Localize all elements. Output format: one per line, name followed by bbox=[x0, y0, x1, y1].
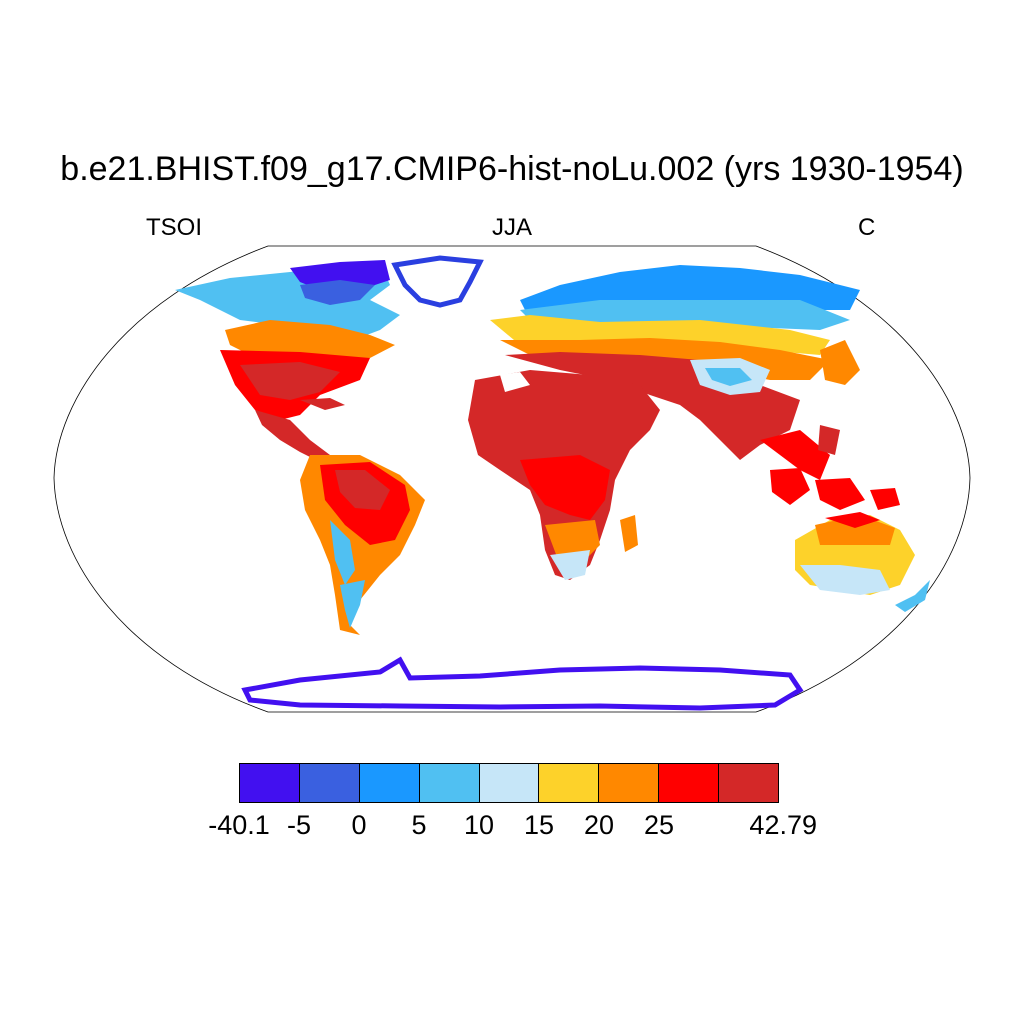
colorbar-tick-label: -40.1 bbox=[208, 810, 270, 840]
colorbar-box bbox=[598, 763, 660, 803]
colorbar-box bbox=[478, 763, 540, 803]
north-america-region bbox=[175, 260, 400, 462]
colorbar-box bbox=[358, 763, 420, 803]
greenland-region bbox=[391, 255, 484, 308]
colorbar-box bbox=[718, 763, 780, 803]
colorbar-tick-label: 42.79 bbox=[749, 810, 817, 840]
colorbar-box bbox=[538, 763, 600, 803]
australia-region bbox=[795, 512, 915, 595]
africa-region bbox=[468, 370, 660, 580]
colorbar-tick-label: 15 bbox=[523, 810, 555, 840]
southeast-asia-islands bbox=[770, 425, 900, 510]
plot-title: b.e21.BHIST.f09_g17.CMIP6-hist-noLu.002 … bbox=[60, 150, 964, 188]
colorbar-box bbox=[658, 763, 720, 803]
colorbar-tick-label: 25 bbox=[643, 810, 675, 840]
new-zealand-region bbox=[895, 580, 930, 612]
colorbar-box bbox=[298, 763, 360, 803]
colorbar-box bbox=[418, 763, 480, 803]
colorbar-tick-label: 5 bbox=[411, 810, 427, 840]
colorbar-tick-label: 10 bbox=[463, 810, 495, 840]
colorbar-box bbox=[239, 763, 300, 803]
colorbar bbox=[239, 763, 780, 803]
south-america-region bbox=[300, 455, 425, 635]
antarctica-region bbox=[241, 656, 804, 711]
season-label: JJA bbox=[491, 214, 532, 241]
colorbar-tick-label: 0 bbox=[351, 810, 367, 840]
colorbar-tick-label: 20 bbox=[583, 810, 615, 840]
colorbar-tick-label: -5 bbox=[286, 810, 312, 840]
units-label: C bbox=[858, 214, 876, 241]
eurasia-region bbox=[490, 265, 860, 480]
variable-label: TSOI bbox=[146, 214, 203, 241]
